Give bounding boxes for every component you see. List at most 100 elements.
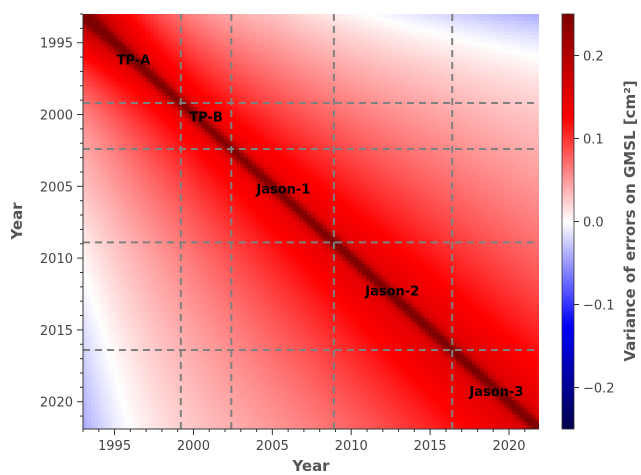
heatmap-cell (480, 24, 485, 29)
heatmap-cell (212, 92, 218, 97)
heatmap-cell (295, 160, 300, 165)
heatmap-cell (480, 81, 485, 87)
heatmap-cell (263, 60, 269, 65)
heatmap-cell (377, 64, 383, 69)
heatmap-cell (480, 28, 485, 33)
heatmap-cell (291, 142, 296, 147)
heatmap-cell (185, 14, 190, 19)
heatmap-cell (413, 31, 418, 37)
heatmap-cell (220, 74, 226, 79)
heatmap-cell (405, 67, 410, 72)
heatmap-cell (527, 31, 532, 37)
heatmap-cell (102, 74, 108, 79)
heatmap-cell (248, 14, 253, 19)
heatmap-cell (326, 31, 332, 37)
heatmap-cell (236, 81, 241, 87)
heatmap-cell (421, 49, 426, 54)
heatmap-cell (487, 114, 493, 119)
heatmap-cell (94, 142, 100, 147)
heatmap-cell (157, 139, 163, 144)
heatmap-cell (138, 71, 143, 76)
heatmap-cell (381, 24, 387, 29)
heatmap-cell (456, 99, 461, 105)
heatmap-cell (200, 60, 206, 65)
heatmap-cell (515, 99, 520, 105)
heatmap-cell (86, 103, 92, 108)
heatmap-cell (366, 103, 371, 108)
heatmap-cell (527, 96, 532, 101)
heatmap-cell (259, 110, 265, 115)
heatmap-cell (83, 89, 88, 94)
heatmap-cell (436, 114, 442, 119)
heatmap-cell (83, 35, 88, 40)
heatmap-cell (232, 117, 237, 122)
heatmap-cell (452, 92, 458, 97)
heatmap-cell (436, 85, 442, 90)
heatmap-cell (94, 89, 100, 94)
heatmap-cell (204, 17, 210, 22)
heatmap-cell (169, 71, 175, 76)
heatmap-cell (232, 103, 237, 108)
heatmap-cell (114, 17, 119, 22)
heatmap-cell (204, 42, 210, 47)
heatmap-cell (464, 53, 469, 58)
heatmap-cell (244, 135, 249, 140)
heatmap-cell (358, 149, 363, 155)
heatmap-cell (472, 135, 477, 140)
heatmap-cell (405, 78, 410, 83)
heatmap-cell (346, 39, 351, 44)
heatmap-cell (248, 135, 253, 140)
heatmap-cell (224, 89, 230, 94)
heatmap-cell (283, 64, 289, 69)
heatmap-cell (212, 96, 218, 101)
heatmap-cell (409, 81, 414, 87)
heatmap-cell (157, 31, 163, 37)
heatmap-cell (354, 132, 359, 137)
heatmap-cell (86, 128, 92, 133)
heatmap-cell (346, 21, 351, 26)
heatmap-cell (169, 96, 175, 101)
heatmap-cell (102, 24, 108, 29)
heatmap-cell (291, 164, 296, 169)
heatmap-cell (208, 124, 214, 130)
heatmap-cell (354, 135, 359, 140)
heatmap-cell (318, 135, 324, 140)
heatmap-cell (428, 64, 434, 69)
heatmap-cell (145, 149, 151, 155)
heatmap-cell (334, 110, 340, 115)
heatmap-cell (334, 24, 340, 29)
heatmap-cell (472, 28, 477, 33)
heatmap-cell (130, 132, 135, 137)
heatmap-cell (535, 107, 539, 112)
heatmap-cell (440, 96, 446, 101)
heatmap-cell (483, 124, 489, 130)
heatmap-cell (322, 128, 328, 133)
heatmap-cell (161, 85, 167, 90)
heatmap-cell (373, 31, 379, 37)
heatmap-cell (248, 60, 253, 65)
heatmap-cell (149, 92, 155, 97)
heatmap-cell (236, 117, 241, 122)
heatmap-cell (161, 128, 167, 133)
heatmap-cell (358, 142, 363, 147)
heatmap-cell (499, 28, 505, 33)
heatmap-cell (138, 78, 143, 83)
heatmap-cell (83, 39, 88, 44)
heatmap-cell (279, 49, 285, 54)
heatmap-cell (118, 142, 123, 147)
heatmap-cell (275, 64, 281, 69)
heatmap-cell (212, 17, 218, 22)
heatmap-cell (157, 164, 163, 169)
heatmap-cell (271, 153, 277, 158)
heatmap-cell (216, 114, 222, 119)
heatmap-cell (208, 85, 214, 90)
heatmap-cell (83, 103, 88, 108)
heatmap-cell (252, 92, 257, 97)
heatmap-cell (495, 28, 501, 33)
heatmap-cell (460, 53, 465, 58)
heatmap-cell (200, 81, 206, 87)
heatmap-cell (377, 71, 383, 76)
heatmap-cell (362, 142, 367, 147)
heatmap-cell (397, 35, 403, 40)
heatmap-cell (295, 146, 300, 151)
